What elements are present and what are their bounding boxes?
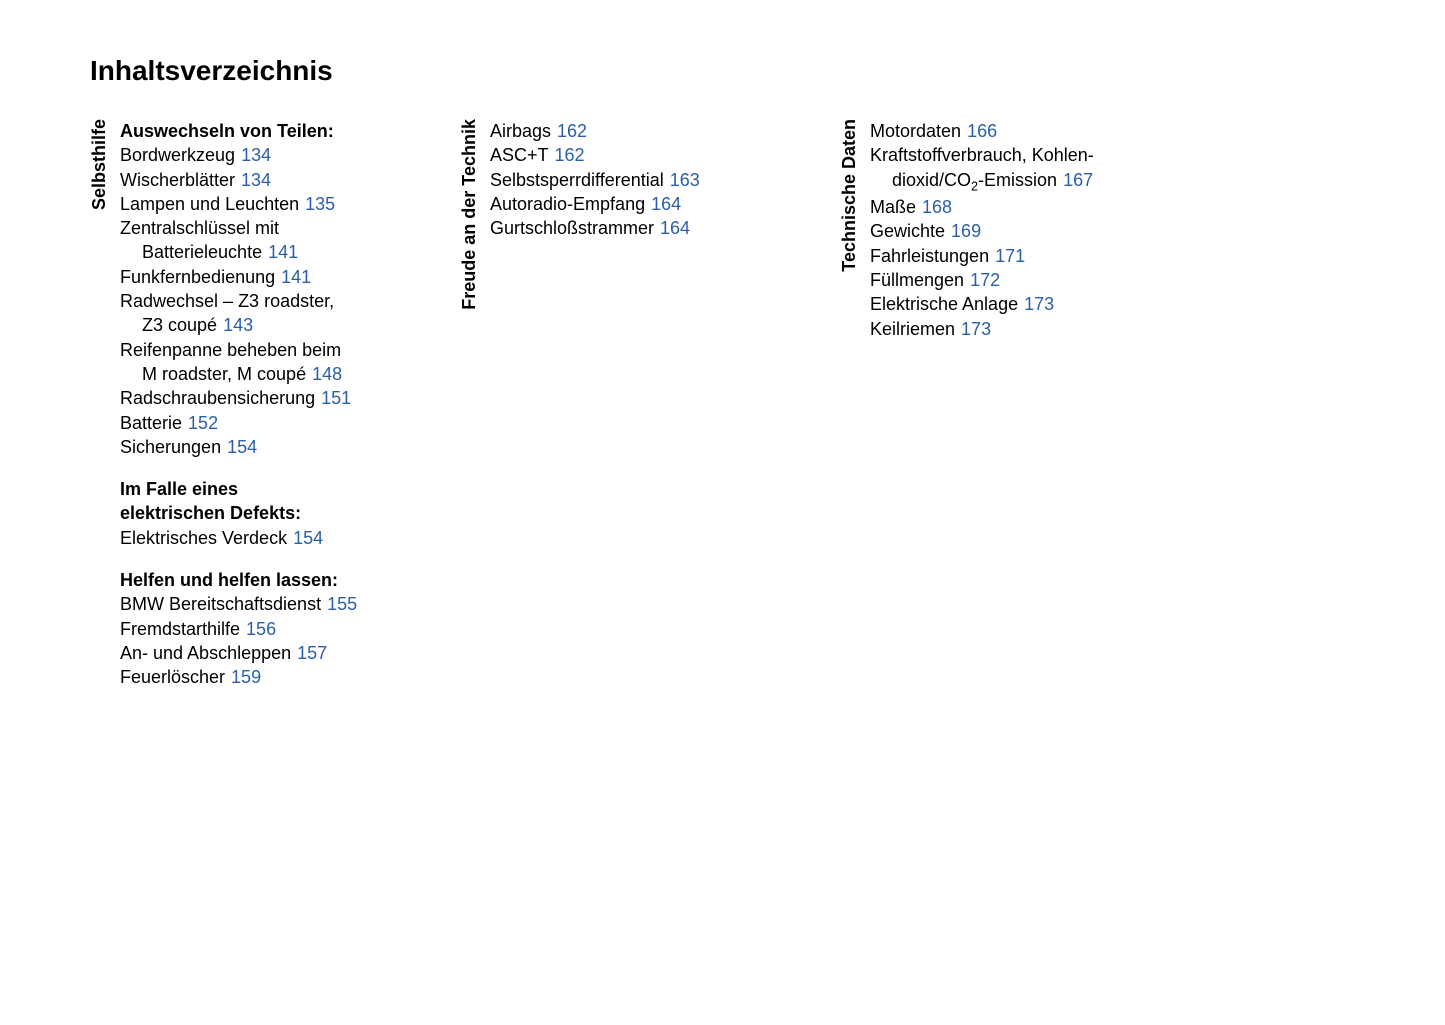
page-link[interactable]: 159	[231, 667, 261, 687]
toc-entry: Sicherungen154	[120, 435, 460, 459]
page-link[interactable]: 162	[557, 121, 587, 141]
toc-entry: Reifenpanne beheben beim	[120, 338, 460, 362]
page-link[interactable]: 173	[961, 319, 991, 339]
toc-entry: Selbstsperrdifferential163	[490, 168, 840, 192]
page-link[interactable]: 162	[555, 145, 585, 165]
page-link[interactable]: 135	[305, 194, 335, 214]
toc-entry: Fremdstarthilfe156	[120, 617, 460, 641]
toc-entry: Batterie152	[120, 411, 460, 435]
toc-entry: Gurtschloßstrammer164	[490, 216, 840, 240]
page-link[interactable]: 168	[922, 197, 952, 217]
page-link[interactable]: 151	[321, 388, 351, 408]
page-link[interactable]: 134	[241, 170, 271, 190]
toc-entry: Füllmengen172	[870, 268, 1260, 292]
section-label-freude: Freude an der Technik	[460, 119, 478, 310]
page-link[interactable]: 173	[1024, 294, 1054, 314]
content-selbsthilfe: Auswechseln von Teilen: Bordwerkzeug134 …	[120, 119, 460, 690]
toc-entry: Elektrisches Verdeck154	[120, 526, 460, 550]
page-link[interactable]: 141	[281, 267, 311, 287]
toc-entry: Bordwerkzeug134	[120, 143, 460, 167]
toc-entry: Wischerblätter134	[120, 168, 460, 192]
entry-co2: dioxid/CO2-Emission	[892, 170, 1057, 190]
toc-entry: Radschraubensicherung151	[120, 386, 460, 410]
subheading-defekt-2: elektrischen Defekts:	[120, 501, 460, 525]
toc-entry-cont: Z3 coupé143	[120, 313, 460, 337]
column-technische: Technische Daten Motordaten166 Kraftstof…	[840, 119, 1260, 690]
toc-entry: Lampen und Leuchten135	[120, 192, 460, 216]
toc-entry: Zentralschlüssel mit	[120, 216, 460, 240]
toc-entry: Fahrleistungen171	[870, 244, 1260, 268]
column-selbsthilfe: Selbsthilfe Auswechseln von Teilen: Bord…	[90, 119, 460, 690]
subheading-helfen: Helfen und helfen lassen:	[120, 568, 460, 592]
page-link[interactable]: 134	[241, 145, 271, 165]
toc-entry: An- und Abschleppen157	[120, 641, 460, 665]
toc-entry: BMW Bereitschaftsdienst155	[120, 592, 460, 616]
section-label-technische: Technische Daten	[840, 119, 858, 272]
toc-entry: Motordaten166	[870, 119, 1260, 143]
page-link[interactable]: 143	[223, 315, 253, 335]
toc-entry: Feuerlöscher159	[120, 665, 460, 689]
toc-entry: Airbags162	[490, 119, 840, 143]
toc-entry: Elektrische Anlage173	[870, 292, 1260, 316]
toc-entry: Keilriemen173	[870, 317, 1260, 341]
toc-entry-cont: dioxid/CO2-Emission 167	[870, 168, 1260, 196]
page-link[interactable]: 169	[951, 221, 981, 241]
toc-columns: Selbsthilfe Auswechseln von Teilen: Bord…	[90, 119, 1355, 690]
toc-entry-cont: Batterieleuchte141	[120, 240, 460, 264]
page-link[interactable]: 171	[995, 246, 1025, 266]
content-technische: Motordaten166 Kraftstoffverbrauch, Kohle…	[870, 119, 1260, 341]
content-freude: Airbags162 ASC+T162 Selbstsperrdifferent…	[490, 119, 840, 240]
page-link[interactable]: 154	[227, 437, 257, 457]
page-link[interactable]: 154	[293, 528, 323, 548]
page-link[interactable]: 166	[967, 121, 997, 141]
subheading-auswechseln: Auswechseln von Teilen:	[120, 119, 460, 143]
subheading-defekt: Im Falle eines	[120, 477, 460, 501]
toc-entry: Kraftstoffverbrauch, Kohlen-	[870, 143, 1260, 167]
toc-entry: Autoradio-Empfang164	[490, 192, 840, 216]
page-link[interactable]: 141	[268, 242, 298, 262]
page-link[interactable]: 155	[327, 594, 357, 614]
toc-entry: ASC+T162	[490, 143, 840, 167]
page-link[interactable]: 163	[670, 170, 700, 190]
toc-entry: Maße168	[870, 195, 1260, 219]
page-link[interactable]: 167	[1063, 170, 1093, 190]
toc-entry: Gewichte169	[870, 219, 1260, 243]
page-link[interactable]: 157	[297, 643, 327, 663]
page-link[interactable]: 164	[660, 218, 690, 238]
page-link[interactable]: 152	[188, 413, 218, 433]
page-link[interactable]: 148	[312, 364, 342, 384]
page-link[interactable]: 156	[246, 619, 276, 639]
page-link[interactable]: 172	[970, 270, 1000, 290]
section-label-selbsthilfe: Selbsthilfe	[90, 119, 108, 210]
column-freude: Freude an der Technik Airbags162 ASC+T16…	[460, 119, 840, 690]
toc-entry: Funkfernbedienung141	[120, 265, 460, 289]
page-link[interactable]: 164	[651, 194, 681, 214]
toc-entry: Radwechsel – Z3 roadster,	[120, 289, 460, 313]
toc-entry-cont: M roadster, M coupé148	[120, 362, 460, 386]
page-title: Inhaltsverzeichnis	[90, 55, 1355, 87]
